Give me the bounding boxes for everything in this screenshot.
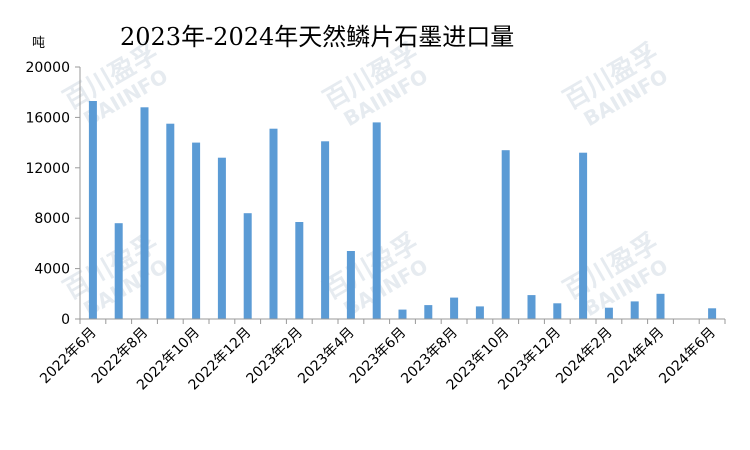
- x-tick-label: 2024年6月: [656, 325, 719, 388]
- bar: [295, 222, 304, 319]
- bar: [269, 128, 278, 319]
- bar: [501, 150, 510, 319]
- bar: [192, 142, 201, 319]
- bars-group: [88, 101, 717, 320]
- y-tick-label: 8000: [34, 211, 70, 227]
- y-axis: 0 4000 8000 12000 16000 20000: [25, 60, 81, 328]
- bar: [630, 301, 639, 319]
- chart-title: 2023年-2024年天然鳞片石墨进口量: [120, 23, 514, 51]
- bar: [243, 213, 252, 319]
- y-tick-label: 0: [61, 312, 70, 328]
- bar: [708, 308, 717, 319]
- bar: [88, 101, 97, 319]
- bar: [346, 251, 355, 319]
- y-axis-unit-label: 吨: [32, 36, 45, 51]
- bar: [398, 309, 407, 319]
- bar: [450, 297, 459, 319]
- bar: [527, 295, 536, 319]
- bar: [475, 306, 484, 319]
- bar: [604, 307, 613, 319]
- y-tick-label: 20000: [25, 60, 70, 76]
- bar: [656, 293, 665, 319]
- y-tick-label: 16000: [25, 110, 70, 126]
- bar: [553, 303, 562, 320]
- y-tick-label: 12000: [25, 161, 70, 177]
- bar: [372, 122, 381, 320]
- bar: [166, 123, 175, 319]
- bar: [579, 152, 588, 319]
- bar: [424, 305, 433, 319]
- bar: [140, 107, 149, 319]
- bar: [321, 141, 330, 319]
- bar: [114, 223, 123, 319]
- y-tick-label: 4000: [34, 262, 70, 278]
- bar: [217, 157, 226, 319]
- x-axis: 2022年6月2022年8月2022年10月2022年12月2023年2月202…: [37, 318, 726, 393]
